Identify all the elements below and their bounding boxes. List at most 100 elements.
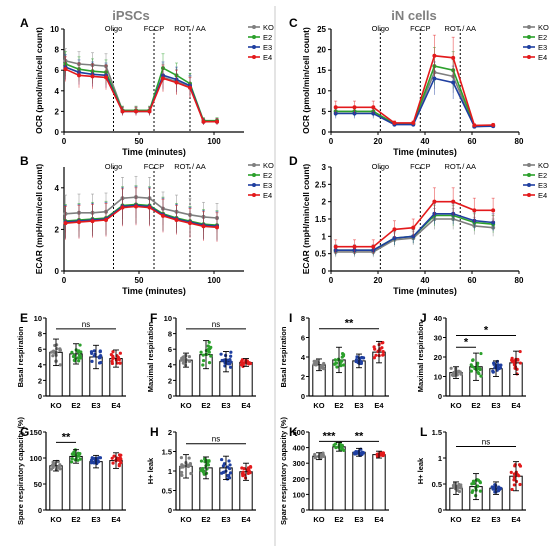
panel-letter: D [289,154,298,168]
data-point [451,199,456,204]
legend-label: E2 [263,33,272,42]
data-point [72,450,76,454]
legend-marker [252,25,256,29]
data-point [492,362,496,367]
data-point [73,453,77,457]
category-label: E3 [221,401,230,410]
data-point [226,465,230,469]
data-point [478,480,482,484]
category-label: KO [450,515,461,524]
data-point [188,463,193,468]
data-point [201,353,205,357]
panel-letter: L [420,425,427,439]
category-label: KO [50,401,61,410]
data-point [180,473,184,477]
y-tick-label: 4 [55,184,60,193]
panel-letter: G [20,425,29,439]
y-tick-label: 100 [292,490,305,499]
x-axis-label: Time (minutes) [122,147,186,157]
data-point [77,73,81,78]
data-point [161,213,165,218]
data-point [476,370,480,375]
data-point [222,470,226,475]
data-point [432,53,437,58]
legend-marker [527,35,531,39]
data-point [332,443,336,447]
category-label: KO [50,515,61,524]
y-tick-label: 400 [292,444,305,453]
data-point [70,350,74,354]
y-tick-label: 40 [434,314,442,323]
y-axis-label: Spare respiratory capacity (%) [16,417,25,525]
legend-marker [252,55,256,59]
series-e3 [333,202,496,256]
data-point [512,475,516,480]
x-tick-label: 50 [135,137,144,146]
data-point [354,358,359,362]
y-tick-label: 0 [322,128,327,137]
data-point [207,350,211,354]
legend-label: E2 [538,171,547,180]
category-label: E4 [511,515,521,524]
series-e2 [63,51,219,124]
y-tick-label: 1.5 [315,215,327,224]
data-point [340,447,344,451]
data-point [361,356,365,360]
series-line [65,203,218,226]
data-point [229,350,233,354]
data-point [49,467,54,471]
data-point [509,470,513,475]
significance-label: ns [212,320,220,329]
category-label: KO [180,515,191,524]
y-tick-label: 20 [317,46,326,55]
data-point [110,456,114,460]
data-point [371,244,376,249]
data-point [89,350,94,354]
data-point [207,459,211,463]
data-point [78,356,83,360]
data-point [50,350,54,354]
bar-e2 [332,446,346,511]
y-tick-label: 1.5 [432,428,442,437]
data-point [215,119,219,124]
panel-letter: I [289,311,292,325]
data-point [341,363,346,367]
data-point [314,363,318,367]
y-tick-label: 30 [434,334,442,343]
data-point [339,364,343,368]
data-point [98,350,102,354]
y-tick-label: 2 [322,198,327,207]
x-tick-label: 100 [207,137,221,146]
y-tick-label: 10 [164,314,172,323]
panel-g: G 0 50 100 150 Spare respiratory capacity (%)… [16,417,126,525]
data-point [134,204,138,209]
data-point [469,369,473,373]
y-tick-label: 0 [438,506,442,515]
y-axis-label: H+ leak [416,457,425,484]
legend-marker [252,173,256,177]
data-point [335,365,339,369]
injection-label: FCCP [410,162,430,171]
legend-marker [527,193,531,197]
category-label: E3 [354,515,363,524]
x-tick-label: 80 [515,276,524,285]
y-tick-label: 4 [55,87,60,96]
data-point [478,489,482,493]
legend-marker [527,183,531,187]
y-tick-label: 0 [322,267,327,276]
legend-marker [252,183,256,187]
y-tick-label: 8 [55,46,60,55]
data-point [336,358,341,362]
data-point [322,454,326,458]
series-e2 [333,204,496,256]
data-point [98,456,103,460]
data-point [89,461,94,465]
series-ko [63,48,219,125]
x-tick-label: 0 [329,137,334,146]
y-tick-label: 6 [301,334,305,343]
data-point [174,80,179,85]
data-point [204,352,209,357]
data-point [373,347,377,351]
y-tick-label: 150 [29,428,42,437]
data-point [341,353,346,357]
